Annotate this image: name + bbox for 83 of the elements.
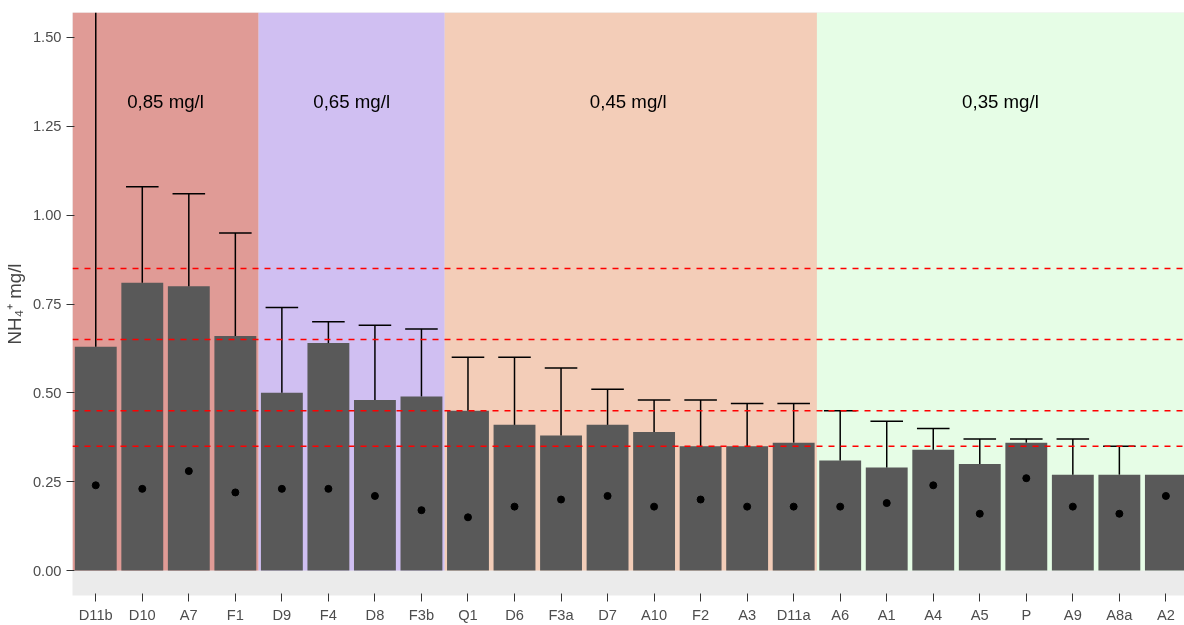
x-tick-label: A7 [179,606,198,623]
x-tick-label: A6 [831,606,850,623]
point [789,502,798,511]
bar [912,449,955,571]
x-tick-label: F1 [226,606,244,623]
bar [121,282,164,571]
bar [74,346,117,571]
point [510,502,519,511]
bar [493,424,536,571]
y-tick-label: 1.00 [32,207,62,224]
point [882,499,891,508]
bar [819,460,862,571]
point [1068,502,1077,511]
bar [726,446,769,571]
point [1161,491,1170,500]
point [91,481,100,490]
y-tick-label: 0.50 [32,384,62,401]
bar [260,392,303,571]
x-tick-label: F4 [319,606,337,623]
bar [865,467,908,571]
point [1022,474,1031,483]
bar [400,396,443,571]
x-tick-label: D7 [598,606,617,623]
x-tick-label: D8 [365,606,385,623]
point [603,491,612,500]
bar [353,399,396,571]
x-tick-label: A9 [1063,606,1082,623]
point [231,488,240,497]
x-tick-label: F2 [692,606,710,623]
point [370,491,379,500]
x-tick-label: D6 [505,606,524,623]
point [417,506,426,515]
x-tick-label: F3a [548,606,575,623]
x-tick-label: D10 [128,606,156,623]
x-tick-label: A2 [1156,606,1175,623]
point [138,484,147,493]
x-tick-label: A1 [877,606,896,623]
x-tick-label: A3 [738,606,757,623]
bar [167,286,210,571]
y-tick-label: 1.50 [32,29,62,46]
point [1115,509,1124,518]
bar [307,343,350,571]
x-tick-label: A5 [970,606,989,623]
x-tick-label: D11a [776,606,812,623]
bar [1005,442,1048,571]
x-tick-label: Q1 [458,606,478,623]
bar [447,410,489,571]
point [743,502,752,511]
point [463,513,472,522]
band-label: 0,65 mg/l [313,91,391,113]
point [836,502,845,511]
point [277,484,286,493]
bar [586,424,629,571]
point [696,495,705,504]
x-tick-label: A8a [1106,606,1134,623]
y-axis-title: NH₄⁺ mg/l [3,263,25,345]
x-tick-label: D11b [78,606,113,623]
x-tick-label: P [1021,606,1032,623]
bar [958,463,1001,571]
y-tick-label: 0.25 [32,473,62,490]
y-tick-label: 0.75 [32,296,62,312]
point [184,467,193,476]
bar [540,435,582,571]
bar [1051,474,1094,571]
point [929,481,938,490]
y-tick-label: 0.00 [32,562,62,579]
bar [214,335,257,571]
bar [1098,474,1141,571]
bar [633,431,676,571]
band-label: 0,35 mg/l [962,91,1039,113]
point [650,502,659,511]
x-tick-label: A10 [641,606,668,623]
bar [679,446,722,571]
band-label: 0,45 mg/l [589,91,667,113]
point [557,495,566,504]
bar [772,442,815,571]
x-tick-label: D9 [272,606,292,623]
point [975,509,984,518]
point [324,484,333,493]
y-tick-label: 1.25 [32,118,62,135]
x-tick-label: A4 [924,606,943,623]
band-label: 0,85 mg/l [127,91,204,113]
x-tick-label: F3b [408,606,435,623]
